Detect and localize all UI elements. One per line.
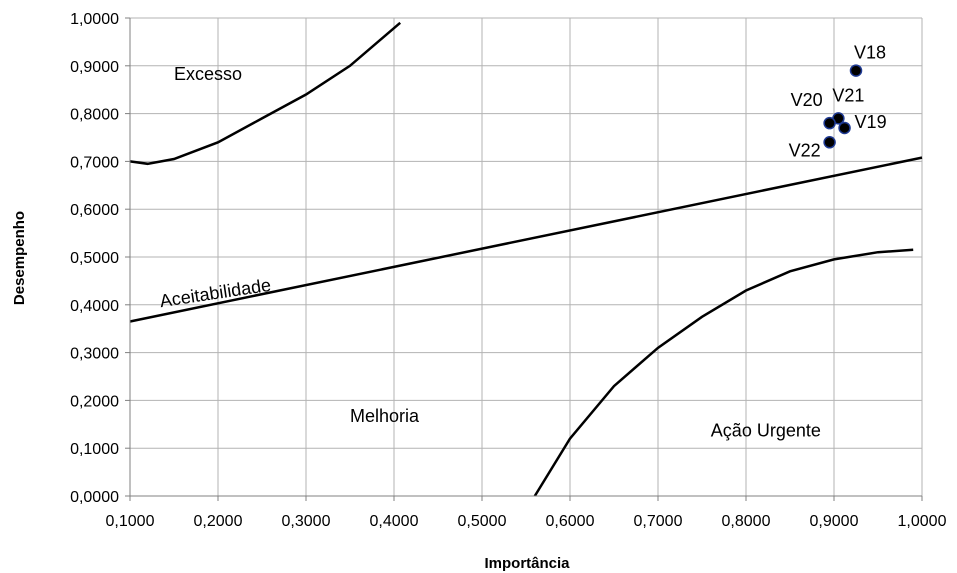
y-tick-label: 0,9000 <box>70 59 119 76</box>
curves <box>129 21 923 497</box>
x-tick-label: 0,4000 <box>370 513 419 530</box>
y-tick-label: 0,1000 <box>70 441 119 458</box>
y-tick-label: 0,5000 <box>70 250 119 267</box>
Aceitabilidade-line <box>129 156 923 323</box>
region-label: Ação Urgente <box>711 420 821 440</box>
region-label: Aceitabilidade <box>158 275 272 311</box>
tick-labels: 0,1000 0,2000 0,3000 0,4000 0,5000 0,6000 0,70… <box>70 11 947 530</box>
y-tick-label: 0,8000 <box>70 107 119 124</box>
data-point-label: V20 <box>791 90 823 110</box>
y-tick-label: 0,3000 <box>70 346 119 363</box>
data-point <box>849 64 863 77</box>
x-tick-label: 1,0000 <box>898 513 947 530</box>
y-tick-label: 0,7000 <box>70 154 119 171</box>
data-point-label: V21 <box>832 85 864 105</box>
y-tick-label: 0,2000 <box>70 393 119 410</box>
x-tick-label: 0,3000 <box>282 513 331 530</box>
data-point-label: V22 <box>789 140 821 160</box>
x-tick-label: 0,6000 <box>546 513 595 530</box>
x-tick-label: 0,5000 <box>458 513 507 530</box>
y-tick-label: 0,0000 <box>70 489 119 506</box>
data-point <box>823 116 836 130</box>
y-tick-label: 0,6000 <box>70 202 119 219</box>
x-tick-label: 0,7000 <box>634 513 683 530</box>
data-point <box>823 136 836 149</box>
data-points: V18 V21 V20 V19 V22 <box>789 43 887 161</box>
region-label: Melhoria <box>350 406 420 426</box>
data-point-label: V18 <box>854 43 886 63</box>
y-tick-label: 1,0000 <box>70 11 119 28</box>
Acao-Urgente-curve <box>533 248 914 497</box>
x-tick-label: 0,9000 <box>810 513 859 530</box>
data-point-label: V19 <box>855 112 887 132</box>
y-axis-title: Desempenho <box>11 211 28 305</box>
region-label: Excesso <box>174 64 242 84</box>
x-tick-label: 0,2000 <box>194 513 243 530</box>
y-tick-label: 0,4000 <box>70 298 119 315</box>
x-axis-title: Importância <box>484 555 570 572</box>
x-tick-label: 0,1000 <box>106 513 155 530</box>
Excesso-curve <box>129 21 402 166</box>
x-tick-label: 0,8000 <box>722 513 771 530</box>
axes <box>125 17 923 501</box>
data-point <box>838 121 851 135</box>
